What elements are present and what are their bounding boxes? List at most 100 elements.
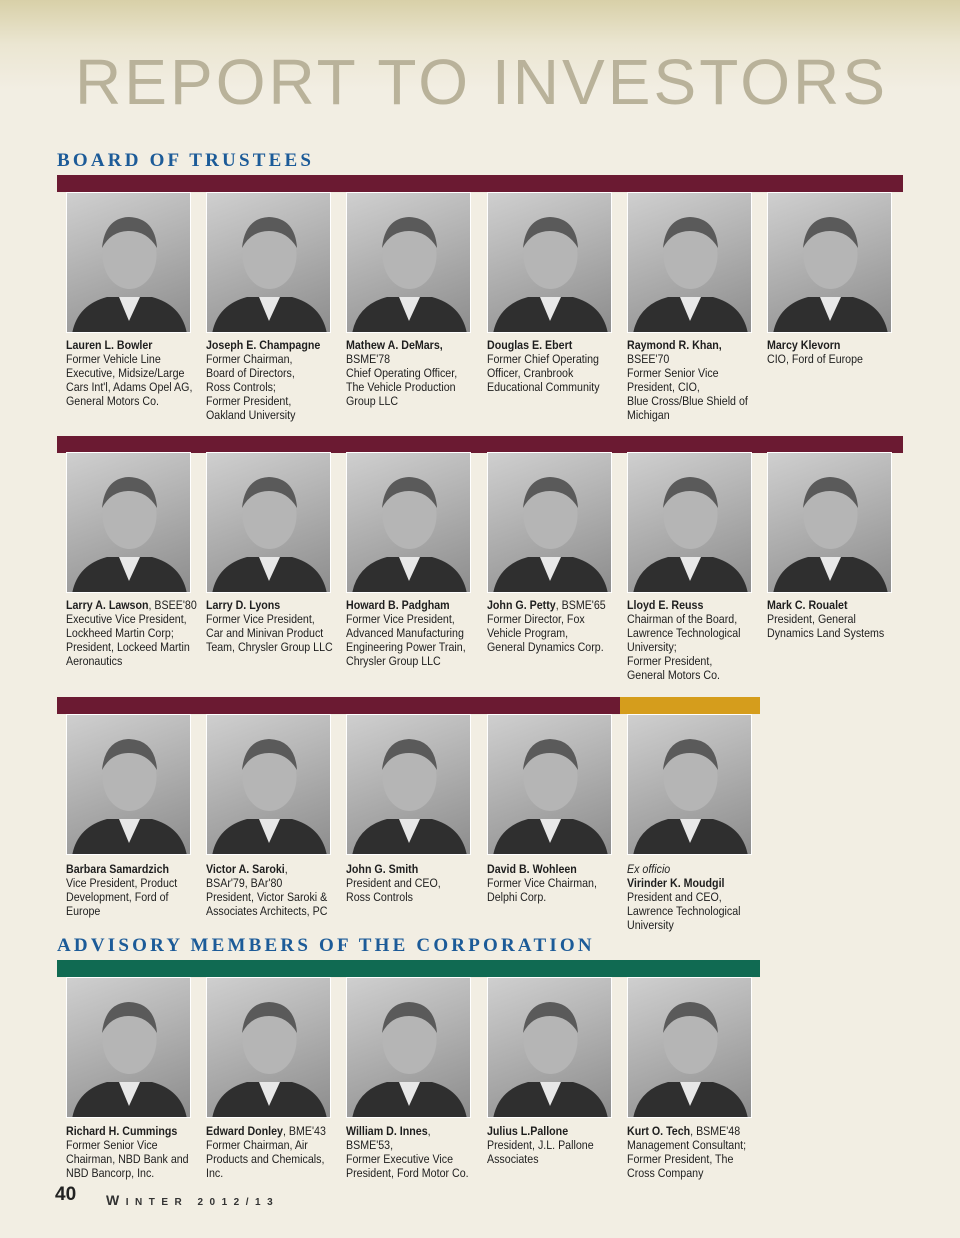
member-text: William D. Innes, BSME'53, Former Executiv… <box>346 1124 475 1180</box>
member-detail: Chairman, NBD Bank and <box>66 1152 189 1166</box>
member-detail: Lockheed Martin Corp; <box>66 626 174 640</box>
member-name: Marcy Klevorn <box>767 338 841 352</box>
member-detail: Dynamics Land Systems <box>767 626 885 640</box>
member-detail: University; <box>627 640 677 654</box>
member-detail: Engineering Power Train, <box>346 640 466 654</box>
section-heading: BOARD OF TRUSTEES <box>57 150 315 171</box>
row-bar <box>57 697 620 714</box>
member-name: David B. Wohleen <box>487 862 577 876</box>
member-detail: Associates Architects, PC <box>206 904 328 918</box>
member-name: William D. Innes <box>346 1124 428 1138</box>
member-detail: Chairman of the Board, <box>627 612 738 626</box>
row-bar <box>57 175 903 192</box>
member-detail: Former Chief Operating <box>487 352 599 366</box>
member-detail: Former Director, Fox <box>487 612 585 626</box>
member-text: John G. Petty, BSME'65 Former Director, F… <box>487 598 616 654</box>
member-text: Larry A. Lawson, BSEE'80 Executive Vice P… <box>66 598 197 668</box>
portrait-silhouette <box>72 217 187 332</box>
member-detail: Officer, Cranbrook <box>487 366 574 380</box>
member-text: Ex officio Virinder K. Moudgil President a… <box>627 862 756 932</box>
member-detail: Lawrence Technological <box>627 626 741 640</box>
member-detail: Team, Chrysler Group LLC <box>206 640 333 654</box>
portrait-photo <box>66 714 191 855</box>
member-name: Edward Donley <box>206 1124 283 1138</box>
member-detail: Vice President, Product <box>66 876 178 890</box>
member-detail: BSME'78 <box>346 352 391 366</box>
member-detail: Oakland University <box>206 408 296 422</box>
member-detail: General Motors Co. <box>627 668 720 682</box>
member-detail: Former Vehicle Line <box>66 352 161 366</box>
member-detail: BSAr'79, BAr'80 <box>206 876 283 890</box>
section-heading: ADVISORY MEMBERS OF THE CORPORATION <box>57 935 595 956</box>
member-detail: Former Senior Vice <box>627 366 719 380</box>
member-text: Lloyd E. Reuss Chairman of the Board, Lawr… <box>627 598 756 682</box>
member-detail: Former Vice Chairman, <box>487 876 597 890</box>
member-detail: President and CEO, <box>346 876 441 890</box>
issue-label: WINTER 2012/13 <box>106 1192 280 1208</box>
member-text: Kurt O. Tech, BSME'48 Management Consulta… <box>627 1124 756 1180</box>
member-text: Larry D. Lyons Former Vice President, Car … <box>206 598 335 654</box>
member-detail: President, CIO, <box>627 380 700 394</box>
portrait-photo <box>66 192 191 333</box>
member-name: Lauren L. Bowler <box>66 338 153 352</box>
name-line: Howard B. Padgham <box>346 598 475 612</box>
portrait-silhouette <box>352 217 467 332</box>
portrait-silhouette <box>633 1002 748 1117</box>
name-line: Edward Donley, BME'43 <box>206 1124 335 1138</box>
member-name: Kurt O. Tech <box>627 1124 691 1138</box>
member-text: Howard B. Padgham Former Vice President, A… <box>346 598 475 668</box>
portrait-silhouette <box>493 1002 608 1117</box>
portrait-silhouette <box>72 739 187 854</box>
member-detail: NBD Bancorp, Inc. <box>66 1166 155 1180</box>
member-text: Edward Donley, BME'43 Former Chairman, Ai… <box>206 1124 335 1180</box>
member-name: Joseph E. Champagne <box>206 338 321 352</box>
portrait-photo <box>66 977 191 1118</box>
portrait-silhouette <box>212 1002 327 1117</box>
name-line: Lloyd E. Reuss <box>627 598 756 612</box>
member-detail: Former Vice President, <box>206 612 315 626</box>
name-line: Victor A. Saroki, <box>206 862 335 876</box>
name-line: William D. Innes, <box>346 1124 475 1138</box>
member-detail: General Motors Co. <box>66 394 159 408</box>
portrait-photo <box>767 192 892 333</box>
name-line: Mark C. Roualet <box>767 598 896 612</box>
name-line: Virinder K. Moudgil <box>627 876 756 890</box>
member-text: Douglas E. Ebert Former Chief Operating Of… <box>487 338 616 394</box>
member-detail: Vehicle Program, <box>487 626 569 640</box>
member-detail: Products and Chemicals, <box>206 1152 325 1166</box>
member-name: Virinder K. Moudgil <box>627 876 725 890</box>
name-line: John G. Petty, BSME'65 <box>487 598 616 612</box>
member-detail: Group LLC <box>346 394 399 408</box>
member-detail: Former President, <box>627 654 713 668</box>
portrait-silhouette <box>72 1002 187 1117</box>
member-detail: Aeronautics <box>66 654 123 668</box>
portrait-silhouette <box>633 477 748 592</box>
member-detail: General Dynamics Corp. <box>487 640 604 654</box>
member-name: Larry D. Lyons <box>206 598 281 612</box>
member-name: Richard H. Cummings <box>66 1124 178 1138</box>
portrait-silhouette <box>493 739 608 854</box>
member-degree: , BSEE'80 <box>148 598 197 612</box>
member-detail: Chief Operating Officer, <box>346 366 458 380</box>
portrait-silhouette <box>352 1002 467 1117</box>
member-detail: The Vehicle Production <box>346 380 456 394</box>
name-line: Mathew A. DeMars, <box>346 338 475 352</box>
member-detail: Inc. <box>206 1166 224 1180</box>
member-detail: Blue Cross/Blue Shield of <box>627 394 748 408</box>
member-detail: Former Chairman, Air <box>206 1138 308 1152</box>
member-detail: Executive, Midsize/Large <box>66 366 185 380</box>
name-line: Kurt O. Tech, BSME'48 <box>627 1124 756 1138</box>
ex-officio-label: Ex officio <box>627 862 671 876</box>
member-detail: President and CEO, <box>627 890 722 904</box>
member-text: Victor A. Saroki, BSAr'79, BAr'80 Presiden… <box>206 862 335 918</box>
page-number: 40 <box>55 1184 77 1205</box>
portrait-photo <box>627 452 752 593</box>
member-detail: Educational Community <box>487 380 600 394</box>
member-detail: Chrysler Group LLC <box>346 654 441 668</box>
portrait-silhouette <box>493 217 608 332</box>
member-name: Howard B. Padgham <box>346 598 450 612</box>
name-line: David B. Wohleen <box>487 862 616 876</box>
portrait-silhouette <box>212 477 327 592</box>
